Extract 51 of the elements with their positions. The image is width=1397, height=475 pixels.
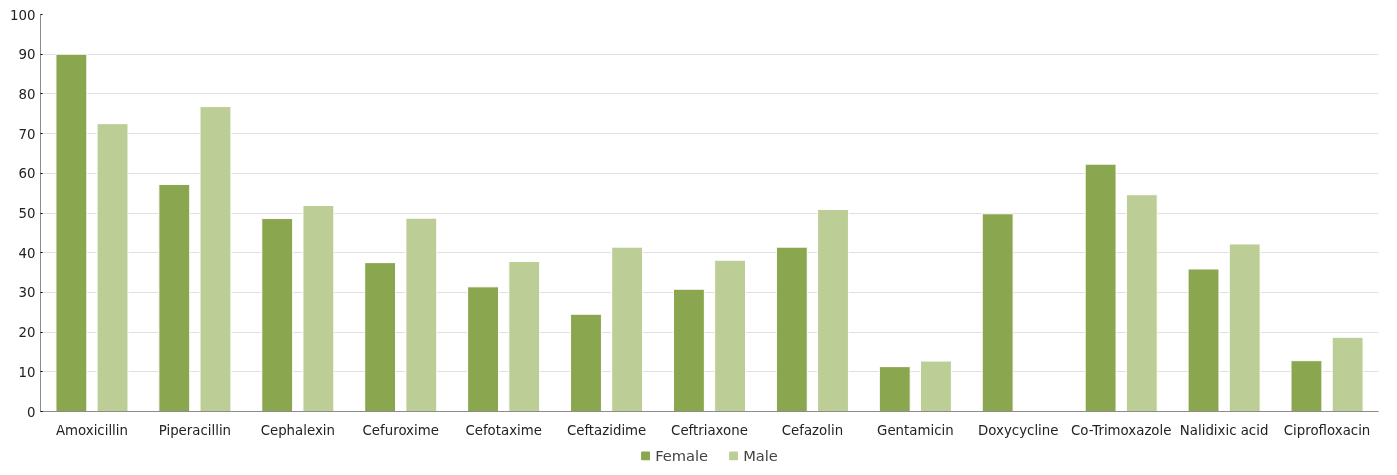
bar bbox=[775, 246, 808, 412]
x-tick-label: Cefotaxime bbox=[465, 422, 542, 438]
bar bbox=[714, 259, 747, 412]
x-tick-label: Ciprofloxacin bbox=[1283, 422, 1371, 438]
x-tick-label: Amoxicillin bbox=[55, 422, 128, 438]
bar bbox=[405, 217, 438, 412]
bar bbox=[878, 366, 911, 412]
x-tick-label: Piperacillin bbox=[158, 422, 232, 438]
y-tick-label: 90 bbox=[18, 47, 36, 63]
y-tick-label: 10 bbox=[18, 364, 36, 380]
bar bbox=[199, 106, 232, 412]
y-tick-label: 80 bbox=[18, 86, 36, 102]
bar bbox=[919, 360, 952, 412]
x-tick-label: Doxycycline bbox=[978, 422, 1059, 438]
x-tick-label: Nalidixic acid bbox=[1179, 422, 1269, 438]
y-tick-label: 20 bbox=[18, 325, 36, 341]
bar bbox=[611, 246, 644, 412]
bar bbox=[981, 213, 1014, 412]
bar bbox=[1125, 194, 1158, 412]
bar bbox=[817, 208, 849, 412]
x-tick-label: Co-Trimoxazole bbox=[1070, 422, 1172, 438]
x-tick-label: Cefuroxime bbox=[362, 422, 439, 438]
bar bbox=[1331, 336, 1364, 412]
bar bbox=[570, 313, 602, 412]
bar bbox=[55, 53, 88, 412]
y-tick-label: 40 bbox=[18, 245, 36, 261]
bar bbox=[96, 123, 129, 412]
y-tick-label: 60 bbox=[18, 166, 36, 182]
y-tick-label: 100 bbox=[10, 7, 36, 23]
x-tick-label: Ceftazidime bbox=[566, 422, 647, 438]
bar bbox=[1084, 163, 1117, 412]
bar bbox=[261, 218, 294, 412]
legend-label: Female bbox=[655, 446, 709, 464]
bar bbox=[158, 183, 191, 412]
bar bbox=[364, 262, 397, 412]
bar bbox=[1290, 360, 1323, 412]
y-tick-label: 70 bbox=[18, 126, 36, 142]
legend-label: Male bbox=[743, 446, 778, 464]
bar bbox=[1187, 268, 1220, 412]
x-tick-label: Ceftriaxone bbox=[671, 422, 748, 438]
y-tick-label: 50 bbox=[18, 206, 36, 221]
x-tick-label: Cephalexin bbox=[260, 422, 335, 438]
bar bbox=[1228, 243, 1261, 412]
bar bbox=[508, 260, 541, 412]
bar bbox=[302, 204, 335, 412]
bar bbox=[467, 286, 500, 412]
y-tick-label: 0 bbox=[27, 404, 36, 420]
y-tick-label: 30 bbox=[18, 285, 36, 301]
bar bbox=[672, 288, 705, 412]
x-tick-label: Cefazolin bbox=[781, 422, 844, 438]
x-tick-label: Gentamicin bbox=[877, 422, 954, 438]
